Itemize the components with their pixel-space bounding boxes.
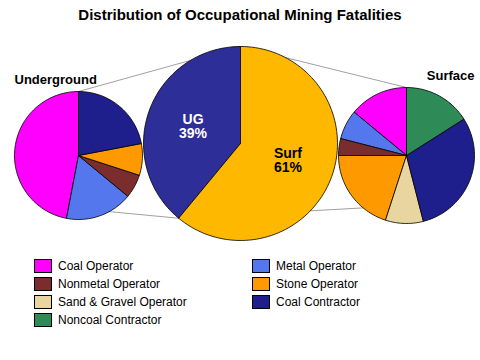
svg-text:Surface: Surface: [427, 68, 475, 83]
html-text:Coal Operator: Coal Operator: [58, 259, 134, 273]
svg-text:UG39%: UG39%: [179, 111, 208, 141]
html-text:Distribution of Occupational M: Distribution of Occupational Mining Fata…: [78, 6, 402, 23]
html-text:Sand & Gravel Operator: Sand & Gravel Operator: [58, 295, 187, 309]
svg-text:Surf61%: Surf61%: [274, 145, 303, 175]
html-text:Stone Operator: Stone Operator: [276, 277, 359, 291]
html-text:Coal Contractor: Coal Contractor: [276, 295, 360, 309]
html-text:Noncoal Contractor: Noncoal Contractor: [58, 313, 162, 327]
svg-text:Underground: Underground: [15, 72, 97, 87]
html-text:Nonmetal Operator: Nonmetal Operator: [58, 277, 160, 291]
html-text:Metal Operator: Metal Operator: [276, 259, 356, 273]
